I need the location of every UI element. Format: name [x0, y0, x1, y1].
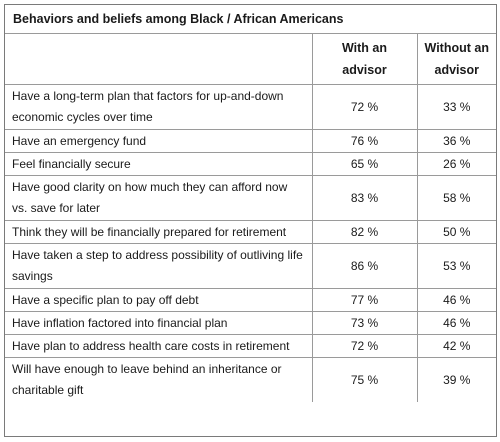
- value-without-advisor: 33 %: [416, 84, 496, 130]
- value-without-advisor: 58 %: [416, 175, 496, 221]
- behaviors-table: Behaviors and beliefs among Black / Afri…: [5, 5, 496, 402]
- table-row: Have an emergency fund 76 % 36 %: [5, 129, 496, 153]
- value-with-advisor: 82 %: [311, 220, 418, 244]
- value-with-advisor: 73 %: [311, 311, 418, 335]
- value-without-advisor: 26 %: [416, 152, 496, 176]
- value-with-advisor: 77 %: [311, 288, 418, 312]
- row-label: Have a long-term plan that factors for u…: [5, 84, 313, 130]
- table-row: Will have enough to leave behind an inhe…: [5, 357, 496, 402]
- column-header-with-advisor: With an advisor: [311, 33, 418, 85]
- value-without-advisor: 46 %: [416, 288, 496, 312]
- row-label: Have an emergency fund: [5, 129, 313, 153]
- table-row: Have taken a step to address possibility…: [5, 243, 496, 289]
- table-row: Have inflation factored into financial p…: [5, 311, 496, 335]
- value-without-advisor: 36 %: [416, 129, 496, 153]
- row-label: Have taken a step to address possibility…: [5, 243, 313, 289]
- table-title: Behaviors and beliefs among Black / Afri…: [5, 5, 496, 34]
- column-header-blank: [5, 33, 313, 85]
- row-label: Think they will be financially prepared …: [5, 220, 313, 244]
- value-with-advisor: 65 %: [311, 152, 418, 176]
- row-label: Have good clarity on how much they can a…: [5, 175, 313, 221]
- value-with-advisor: 76 %: [311, 129, 418, 153]
- table-title-row: Behaviors and beliefs among Black / Afri…: [5, 5, 496, 34]
- row-label: Have inflation factored into financial p…: [5, 311, 313, 335]
- table-header-row: With an advisor Without an advisor: [5, 33, 496, 85]
- table-row: Think they will be financially prepared …: [5, 220, 496, 244]
- table-row: Have a long-term plan that factors for u…: [5, 84, 496, 130]
- table-row: Have good clarity on how much they can a…: [5, 175, 496, 221]
- data-table-frame: Behaviors and beliefs among Black / Afri…: [4, 4, 497, 437]
- column-header-without-advisor: Without an advisor: [416, 33, 496, 85]
- table-row: Have plan to address health care costs i…: [5, 334, 496, 358]
- value-with-advisor: 72 %: [311, 334, 418, 358]
- table-row: Have a specific plan to pay off debt 77 …: [5, 288, 496, 312]
- value-without-advisor: 50 %: [416, 220, 496, 244]
- value-with-advisor: 75 %: [311, 357, 418, 402]
- row-label: Have a specific plan to pay off debt: [5, 288, 313, 312]
- row-label: Have plan to address health care costs i…: [5, 334, 313, 358]
- value-with-advisor: 83 %: [311, 175, 418, 221]
- value-without-advisor: 46 %: [416, 311, 496, 335]
- value-without-advisor: 53 %: [416, 243, 496, 289]
- value-with-advisor: 72 %: [311, 84, 418, 130]
- value-without-advisor: 42 %: [416, 334, 496, 358]
- row-label: Feel financially secure: [5, 152, 313, 176]
- table-row: Feel financially secure 65 % 26 %: [5, 152, 496, 176]
- value-with-advisor: 86 %: [311, 243, 418, 289]
- value-without-advisor: 39 %: [416, 357, 496, 402]
- row-label: Will have enough to leave behind an inhe…: [5, 357, 313, 402]
